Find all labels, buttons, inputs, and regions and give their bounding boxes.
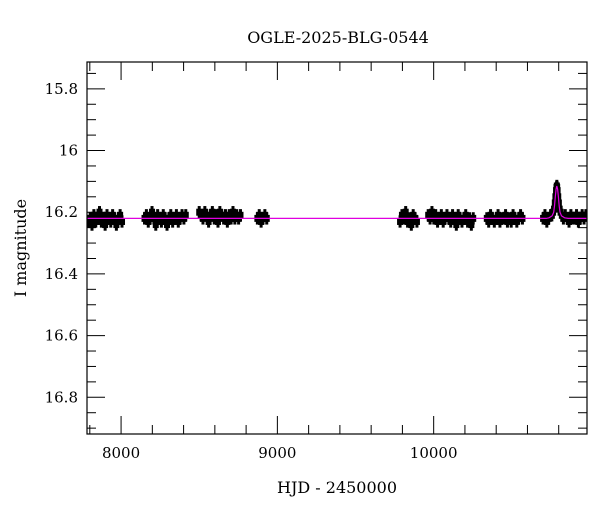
x-tick-label: 9000 — [258, 444, 296, 462]
axis-ticks — [87, 62, 587, 434]
point-marker — [158, 217, 165, 225]
x-tick-label: 8000 — [102, 444, 140, 462]
point-marker — [502, 211, 509, 219]
point-marker — [119, 217, 126, 225]
y-axis-label: I magnitude — [11, 199, 30, 297]
point-marker — [428, 208, 435, 216]
point-marker — [495, 211, 502, 219]
data-point — [182, 209, 189, 222]
point-marker — [173, 211, 180, 219]
chart-title: OGLE-2025-BLG-0544 — [247, 28, 429, 47]
point-marker — [89, 221, 96, 229]
point-marker — [462, 211, 469, 219]
point-marker — [582, 211, 587, 219]
point-marker — [167, 211, 174, 219]
data-point — [214, 215, 221, 228]
point-marker — [224, 217, 231, 225]
point-marker — [237, 211, 244, 219]
point-marker — [113, 221, 120, 229]
point-marker — [90, 211, 97, 219]
data-point — [152, 218, 159, 231]
point-marker — [485, 217, 492, 225]
x-tick-label: 10000 — [410, 444, 458, 462]
point-marker — [213, 211, 220, 219]
data-point — [408, 218, 415, 231]
point-marker — [107, 217, 114, 225]
point-marker — [143, 211, 150, 219]
data-point — [453, 218, 460, 231]
plot-frame — [86, 61, 588, 435]
point-marker — [256, 211, 263, 219]
x-axis-label: HJD - 2450000 — [277, 478, 397, 497]
point-marker — [214, 217, 221, 225]
point-marker — [182, 211, 189, 219]
point-marker — [229, 208, 236, 216]
point-marker — [402, 208, 409, 216]
data-point — [402, 206, 409, 219]
point-marker — [164, 221, 171, 229]
point-marker — [222, 211, 229, 219]
point-marker — [453, 221, 460, 229]
point-marker — [468, 221, 475, 229]
point-marker — [203, 211, 210, 219]
y-tick-label: 16.4 — [45, 265, 78, 283]
point-marker — [413, 217, 420, 225]
data-point — [102, 218, 109, 231]
y-tick-label: 16.2 — [45, 203, 78, 221]
point-marker — [117, 211, 124, 219]
point-marker — [149, 208, 156, 216]
point-marker — [566, 217, 573, 225]
point-marker — [573, 211, 580, 219]
y-tick-label: 16 — [59, 142, 78, 160]
point-marker — [205, 217, 212, 225]
point-marker — [209, 208, 216, 216]
point-marker — [152, 221, 159, 229]
y-tick-label: 15.8 — [45, 80, 78, 98]
data-point — [237, 209, 244, 222]
point-marker — [447, 217, 454, 225]
point-marker — [102, 221, 109, 229]
point-marker — [438, 211, 445, 219]
point-marker — [541, 211, 548, 219]
data-point — [119, 215, 126, 228]
point-marker — [408, 221, 415, 229]
data-point — [89, 218, 96, 231]
point-marker — [432, 211, 439, 219]
y-tick-label: 16.8 — [45, 388, 78, 406]
model-curve — [87, 185, 587, 219]
point-marker — [508, 217, 515, 225]
y-tick-label: 16.6 — [45, 327, 78, 345]
data-point — [413, 215, 420, 228]
data-point — [582, 209, 587, 222]
point-marker — [397, 217, 404, 225]
